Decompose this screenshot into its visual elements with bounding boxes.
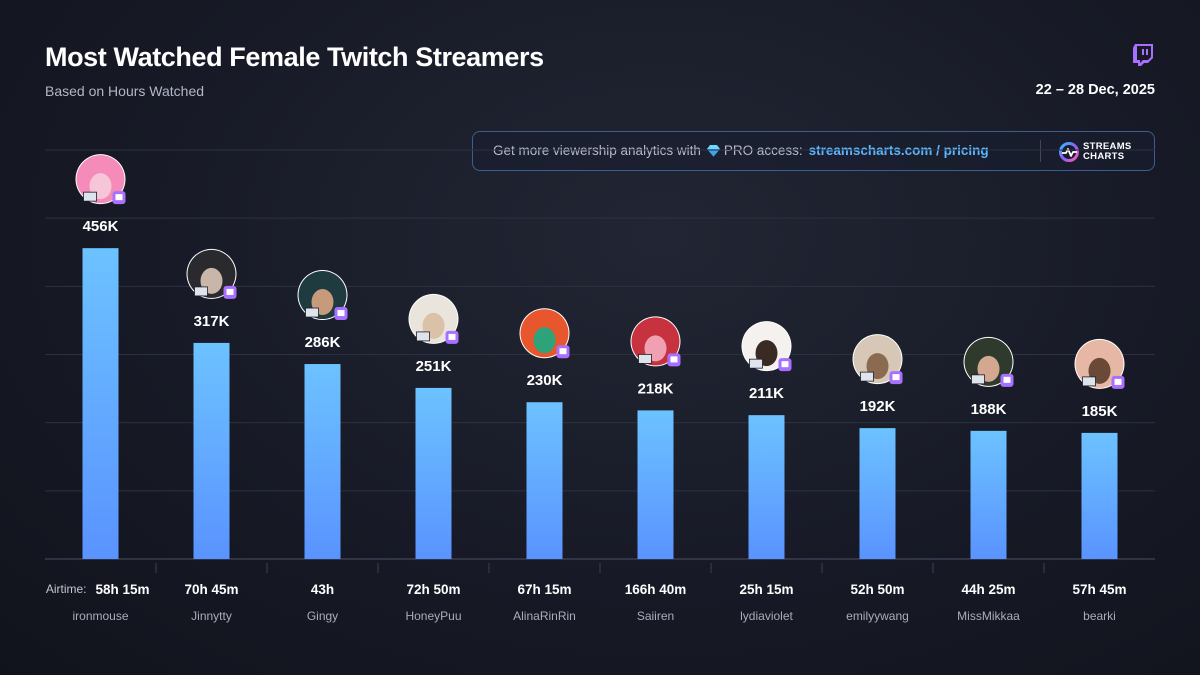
twitch-badge-glyph <box>337 310 345 317</box>
streamer-avatar[interactable] <box>186 248 237 299</box>
streamscharts-logo: STREAMS CHARTS <box>1058 141 1138 163</box>
airtime-value: 43h <box>311 582 334 597</box>
twitch-badge-glyph <box>559 348 567 355</box>
country-flag-icon <box>194 286 208 297</box>
category-label[interactable]: HoneyPuu <box>405 609 461 623</box>
value-label: 317K <box>194 313 230 330</box>
twitch-icon <box>1133 44 1153 66</box>
country-flag-icon <box>749 358 763 369</box>
promo-banner[interactable]: Get more viewership analytics with PRO ac… <box>472 131 1155 171</box>
country-flag-icon <box>305 307 319 318</box>
bar-ironmouse[interactable] <box>82 248 119 559</box>
value-label: 286K <box>305 334 341 351</box>
streamscharts-logo-mark <box>1059 142 1079 162</box>
diamond-icon <box>706 145 720 157</box>
twitch-badge-glyph <box>448 333 456 340</box>
twitch-badge-glyph <box>670 356 678 363</box>
twitch-badge-glyph <box>781 361 789 368</box>
value-label: 188K <box>971 401 1007 418</box>
country-flag-icon <box>860 371 874 382</box>
value-label: 230K <box>527 372 563 389</box>
twitch-badge-glyph <box>1114 378 1122 385</box>
avatar-face <box>533 327 556 354</box>
category-label[interactable]: AlinaRinRin <box>513 609 576 623</box>
bar-honeypuu[interactable] <box>415 387 452 559</box>
airtime-label: Airtime: <box>46 582 87 596</box>
streamer-avatar[interactable] <box>408 293 459 344</box>
category-label[interactable]: MissMikkaa <box>957 609 1020 623</box>
category-label[interactable]: emilyywang <box>846 609 909 623</box>
airtime-value: 25h 15m <box>739 582 793 597</box>
chart-title: Most Watched Female Twitch Streamers <box>45 42 544 72</box>
bar-missmikkaa[interactable] <box>970 430 1007 559</box>
category-label[interactable]: lydiaviolet <box>740 609 793 623</box>
value-label: 192K <box>860 398 896 415</box>
streamer-avatar[interactable] <box>630 316 681 367</box>
country-flag-icon <box>638 353 652 364</box>
airtime-value: 72h 50m <box>406 582 460 597</box>
chart-subtitle: Based on Hours Watched <box>45 83 205 99</box>
date-range: 22 – 28 Dec, 2025 <box>1035 82 1155 98</box>
streamer-avatar[interactable] <box>741 321 792 372</box>
value-label: 251K <box>416 358 452 375</box>
country-flag-icon <box>416 331 430 342</box>
category-label[interactable]: bearki <box>1083 609 1116 623</box>
airtime-value: 67h 15m <box>517 582 571 597</box>
bar-saiiren[interactable] <box>637 410 674 559</box>
category-label[interactable]: Saiiren <box>637 609 674 623</box>
value-label: 218K <box>638 380 674 397</box>
twitch-badge-glyph <box>115 194 123 201</box>
streamer-avatar[interactable] <box>75 154 126 205</box>
airtime-value: 44h 25m <box>961 582 1015 597</box>
streamer-avatar[interactable] <box>519 308 570 359</box>
bar-emilyywang[interactable] <box>859 428 896 559</box>
airtime-value: 52h 50m <box>850 582 904 597</box>
category-label[interactable]: Jinnytty <box>191 609 232 623</box>
airtime-value: 57h 45m <box>1072 582 1126 597</box>
country-flag-icon <box>83 191 97 202</box>
bar-bearki[interactable] <box>1081 432 1118 559</box>
streamer-avatar[interactable] <box>1074 338 1125 389</box>
twitch-badge-glyph <box>1003 376 1011 383</box>
twitch-badge-glyph <box>892 374 900 381</box>
country-flag-icon <box>971 374 985 385</box>
streamscharts-wordmark: STREAMS CHARTS <box>1083 141 1132 162</box>
value-label: 456K <box>83 218 119 235</box>
bar-gingy[interactable] <box>304 364 341 559</box>
airtime-value: 166h 40m <box>625 582 687 597</box>
streamer-avatar[interactable] <box>852 334 903 385</box>
category-label[interactable]: Gingy <box>307 609 338 623</box>
bar-alinarinrin[interactable] <box>526 402 563 559</box>
streamer-avatar[interactable] <box>297 270 348 321</box>
bar-jinnytty[interactable] <box>193 342 230 559</box>
streamer-avatar[interactable] <box>963 336 1014 387</box>
bar-lydiaviolet[interactable] <box>748 415 785 559</box>
airtime-value: 70h 45m <box>184 582 238 597</box>
category-label[interactable]: ironmouse <box>72 609 128 623</box>
country-flag-icon <box>1082 376 1096 387</box>
twitch-badge-glyph <box>226 288 234 295</box>
airtime-value: 58h 15m <box>95 582 149 597</box>
value-label: 185K <box>1082 403 1118 420</box>
promo-divider <box>1040 140 1041 162</box>
value-label: 211K <box>749 385 784 402</box>
